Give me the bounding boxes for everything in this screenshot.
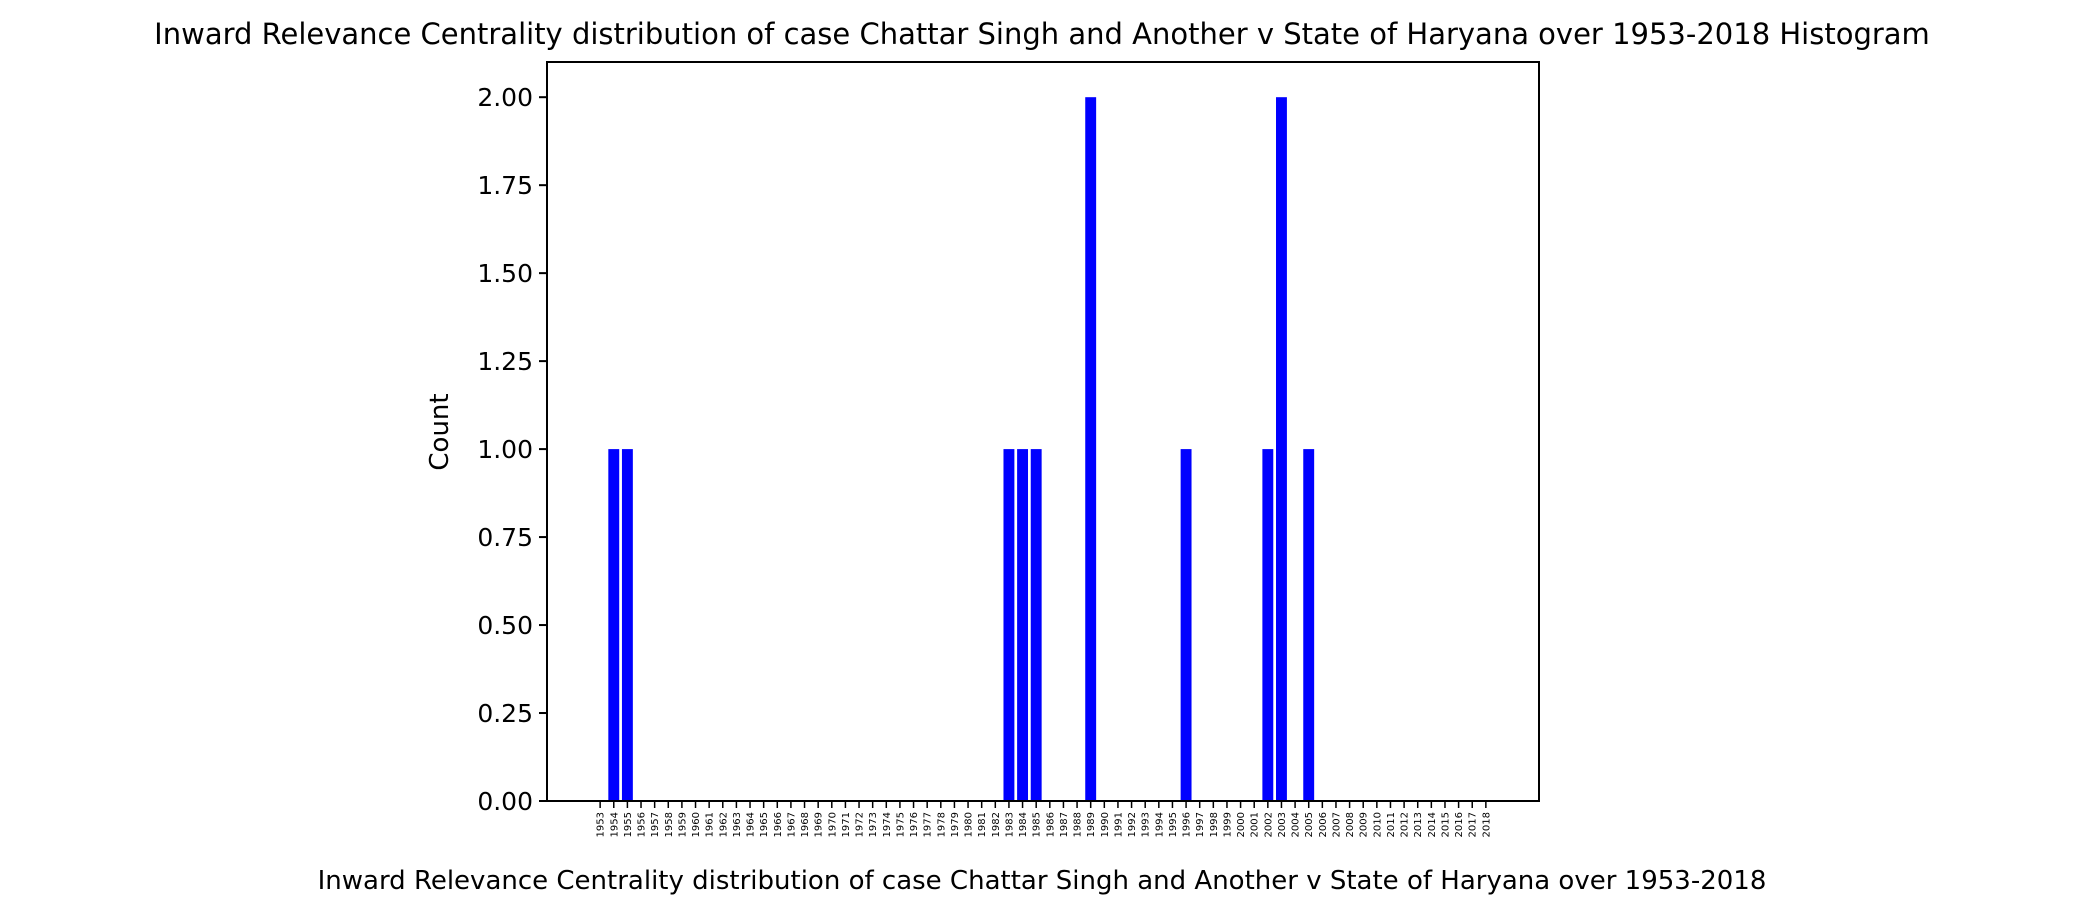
x-tick-label: 1993 <box>1141 812 1152 837</box>
x-tick-label: 2012 <box>1400 812 1411 837</box>
x-tick-label: 1968 <box>800 812 811 837</box>
x-tick-label: 1999 <box>1222 812 1233 837</box>
x-tick-label: 1956 <box>637 812 648 837</box>
x-tick-label: 1975 <box>895 812 906 837</box>
x-tick-label: 1971 <box>841 812 852 837</box>
x-tick-label: 1972 <box>855 812 866 837</box>
x-tick-label: 2006 <box>1318 812 1329 837</box>
y-axis-label: Count <box>425 393 455 470</box>
x-tick-label: 1979 <box>950 812 961 837</box>
x-axis-label: Inward Relevance Centrality distribution… <box>318 866 1767 896</box>
x-tick-label: 1991 <box>1113 812 1124 837</box>
x-tick-label: 1977 <box>923 812 934 837</box>
x-tick-label: 1964 <box>746 812 757 837</box>
x-tick-label: 2009 <box>1359 812 1370 837</box>
x-tick-label: 1990 <box>1100 812 1111 837</box>
x-tick-label: 1989 <box>1086 812 1097 837</box>
bar-1984 <box>1017 449 1029 801</box>
bars-layer <box>608 97 1315 801</box>
x-tick-label: 2013 <box>1413 812 1424 837</box>
x-tick-label: 1976 <box>909 812 920 837</box>
y-tick-label: 0.00 <box>477 787 533 816</box>
x-tick-label: 1996 <box>1182 812 1193 837</box>
x-tick-label: 1954 <box>609 812 620 837</box>
x-tick-label: 1962 <box>718 812 729 837</box>
x-tick-label: 2002 <box>1263 812 1274 837</box>
x-tick-label: 1958 <box>664 812 675 837</box>
x-tick-label: 1992 <box>1127 812 1138 837</box>
x-tick-label: 1983 <box>1004 812 1015 837</box>
bar-2002 <box>1262 449 1274 801</box>
plot-frame <box>546 61 1540 802</box>
x-tick-label: 1986 <box>1045 812 1056 837</box>
x-tick-label: 2016 <box>1454 812 1465 837</box>
bar-1954 <box>608 449 620 801</box>
x-tick-label: 2003 <box>1277 812 1288 837</box>
x-tick-label: 1980 <box>964 812 975 837</box>
x-tick-label: 2005 <box>1304 812 1315 837</box>
y-tick-label: 0.50 <box>477 611 533 640</box>
x-tick-label: 1953 <box>596 812 607 837</box>
x-tick-label: 1982 <box>991 812 1002 837</box>
y-tick-label: 2.00 <box>477 83 533 112</box>
x-tick-label: 2010 <box>1372 812 1383 837</box>
x-tick-label: 1967 <box>786 812 797 837</box>
x-tick-label: 1969 <box>814 812 825 837</box>
bar-1989 <box>1085 97 1097 801</box>
bar-1983 <box>1003 449 1015 801</box>
x-tick-label: 1966 <box>773 812 784 837</box>
x-tick-label: 2011 <box>1386 812 1397 837</box>
x-tick-label: 1960 <box>691 812 702 837</box>
x-tick-label: 1988 <box>1073 812 1084 837</box>
x-tick-label: 1965 <box>759 812 770 837</box>
bar-2005 <box>1303 449 1315 801</box>
chart-title: Inward Relevance Centrality distribution… <box>154 17 1930 51</box>
x-tick-label: 1970 <box>827 812 838 837</box>
x-tick-label: 1987 <box>1059 812 1070 837</box>
x-tick-label: 1985 <box>1032 812 1043 837</box>
x-tick-label: 1978 <box>936 812 947 837</box>
y-tick-label: 0.75 <box>477 523 533 552</box>
y-tick-label: 1.00 <box>477 435 533 464</box>
x-tick-label: 1974 <box>882 812 893 837</box>
x-tick-label: 1955 <box>623 812 634 837</box>
x-tick-label: 1957 <box>650 812 661 837</box>
y-tick-label: 0.25 <box>477 699 533 728</box>
x-tick-label: 1984 <box>1018 812 1029 837</box>
x-tick-label: 2018 <box>1481 812 1492 837</box>
x-axis: 1953 1954 1955 1956 1957 1958 1959 1960 1961 1962… <box>596 801 1492 837</box>
x-tick-label: 1995 <box>1168 812 1179 837</box>
y-axis: 0.00 0.25 0.50 0.75 1.00 1.25 1.50 1.75 2.00 <box>477 83 547 816</box>
x-tick-label: 1963 <box>732 812 743 837</box>
x-tick-label: 2014 <box>1427 812 1438 837</box>
x-tick-label: 2007 <box>1331 812 1342 837</box>
x-tick-label: 1973 <box>868 812 879 837</box>
x-tick-label: 2004 <box>1291 812 1302 837</box>
bar-1996 <box>1180 449 1192 801</box>
bar-1985 <box>1030 449 1042 801</box>
x-tick-label: 1961 <box>705 812 716 837</box>
x-tick-label: 1997 <box>1195 812 1206 837</box>
x-tick-label: 1994 <box>1154 812 1165 837</box>
x-tick-label: 2000 <box>1236 812 1247 837</box>
x-tick-label: 2015 <box>1440 812 1451 837</box>
x-tick-label: 2008 <box>1345 812 1356 837</box>
y-tick-label: 1.75 <box>477 171 533 200</box>
x-tick-label: 1959 <box>677 812 688 837</box>
y-tick-label: 1.25 <box>477 347 533 376</box>
x-tick-label: 2001 <box>1250 812 1261 837</box>
bar-2003 <box>1276 97 1287 801</box>
bar-1955 <box>621 449 633 801</box>
x-tick-label: 2017 <box>1468 812 1479 837</box>
x-tick-label: 1981 <box>977 812 988 837</box>
x-tick-label: 1998 <box>1209 812 1220 837</box>
y-tick-label: 1.50 <box>477 259 533 288</box>
